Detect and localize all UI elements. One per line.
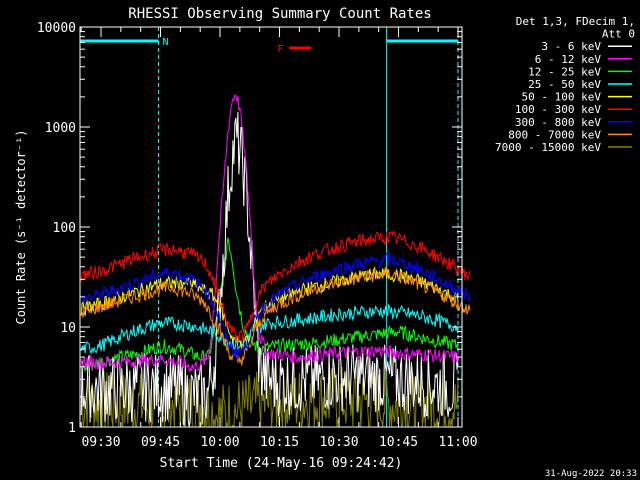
legend-label-6: 300 - 800 keV — [515, 116, 601, 129]
legend-label-2: 12 - 25 keV — [528, 65, 601, 78]
legend-label-3: 25 - 50 keV — [528, 78, 601, 91]
y-tick-label-1: 10 — [60, 321, 76, 336]
x-tick-label-3: 10:15 — [260, 435, 299, 450]
chart-title: RHESSI Observing Summary Count Rates — [128, 6, 431, 22]
axes: 1 10 100 1000 10000 09:30 09:45 10:00 10:15 10:30… — [37, 21, 478, 450]
series-line-7 — [80, 266, 471, 366]
x-tick-label-1: 09:45 — [141, 435, 180, 450]
night-label: N — [163, 37, 169, 48]
x-tick-label-2: 10:00 — [200, 435, 239, 450]
legend-label-5: 100 - 300 keV — [515, 103, 601, 116]
series-line-0 — [80, 111, 459, 428]
x-axis-label: Start Time (24-May-16 09:24:42) — [160, 456, 403, 471]
series-line-3 — [80, 303, 459, 355]
series-line-2 — [80, 237, 459, 372]
series-line-6 — [80, 251, 471, 360]
y-tick-label-4: 10000 — [37, 21, 76, 36]
legend-header-line-0: Det 1,3, FDecim 1, — [516, 15, 635, 28]
x-tick-label-6: 11:00 — [438, 435, 477, 450]
y-tick-label-0: 1 — [68, 421, 76, 436]
y-axis-label: Count Rate (s⁻¹ detector⁻¹) — [14, 129, 28, 324]
legend-label-1: 6 - 12 keV — [535, 53, 602, 66]
y-tick-label-2: 100 — [53, 221, 76, 236]
series-line-1 — [80, 94, 459, 372]
series-line-5 — [80, 230, 471, 343]
y-tick-label-3: 1000 — [45, 121, 76, 136]
x-tick-label-0: 09:30 — [81, 435, 120, 450]
legend-label-8: 7000 - 15000 keV — [495, 141, 601, 154]
legend-label-4: 50 - 100 keV — [522, 91, 602, 104]
footer-timestamp: 31-Aug-2022 20:33 — [545, 469, 637, 479]
legend-label-7: 800 - 7000 keV — [508, 128, 601, 141]
x-tick-label-4: 10:30 — [319, 435, 358, 450]
series-lines — [80, 94, 471, 429]
x-tick-label-5: 10:45 — [379, 435, 418, 450]
legend-label-0: 3 - 6 keV — [541, 40, 601, 53]
legend-header-line-1: Att 0 — [602, 28, 635, 41]
flare-label: F — [277, 44, 283, 55]
